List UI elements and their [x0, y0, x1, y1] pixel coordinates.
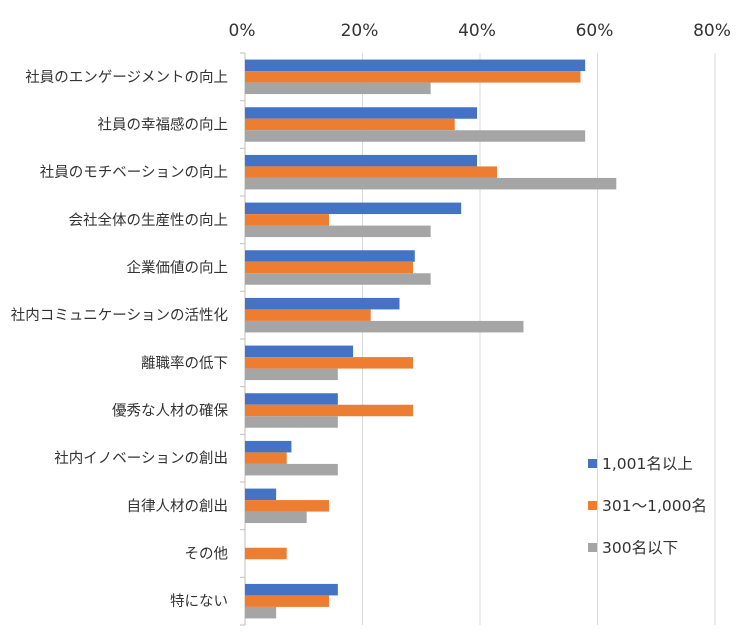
bar-1001-plus: [245, 154, 478, 167]
bar-1001-plus: [245, 250, 415, 262]
category-label: その他: [185, 546, 229, 563]
bar-301-1000: [245, 166, 498, 178]
bar-1001-plus: [245, 297, 400, 310]
bar-300-or-less: [245, 416, 338, 428]
category-label: 社員の幸福感の向上: [98, 117, 229, 134]
bar-1001-plus: [245, 583, 338, 596]
bar-300-or-less: [245, 511, 307, 524]
bar-300-or-less: [245, 463, 338, 476]
bar-300-or-less: [245, 225, 431, 238]
bar-301-1000: [245, 357, 414, 369]
bar-301-1000: [245, 309, 371, 321]
category-label: 離職率の低下: [141, 354, 228, 372]
legend-swatch: [588, 459, 597, 468]
bar-301-1000: [245, 547, 287, 560]
bar-300-or-less: [245, 368, 338, 381]
bar-300-or-less: [245, 130, 586, 142]
category-label: 社内イノベーションの創出: [54, 450, 228, 467]
legend-label: 301～1,000名: [602, 497, 707, 515]
category-label: 優秀な人材の確保: [112, 403, 228, 420]
legend-label: 300名以下: [602, 539, 678, 557]
bar-300-or-less: [245, 273, 431, 285]
bar-300-or-less: [245, 82, 431, 95]
bar-300-or-less: [245, 606, 277, 619]
bar-1001-plus: [245, 202, 462, 215]
category-label: 社員のモチベーションの向上: [40, 164, 228, 181]
bar-1001-plus: [245, 59, 586, 72]
bar-301-1000: [245, 214, 330, 226]
x-tick-label: 80%: [693, 21, 731, 41]
bar-301-1000: [245, 595, 330, 607]
legend-swatch: [588, 501, 597, 510]
bar-301-1000: [245, 500, 330, 512]
bar-301-1000: [245, 71, 581, 83]
bar-301-1000: [245, 118, 455, 131]
bar-1001-plus: [245, 345, 354, 358]
bar-300-or-less: [245, 320, 524, 333]
bar-1001-plus: [245, 440, 292, 453]
category-label: 会社全体の生産性の向上: [69, 211, 229, 229]
legend-label: 1,001名以上: [602, 455, 693, 473]
category-label: 社員のエンゲージメントの向上: [25, 69, 228, 86]
x-tick-label: 40%: [458, 21, 496, 41]
bar-301-1000: [245, 261, 414, 274]
category-label: 自律人材の創出: [127, 498, 229, 515]
x-tick-label: 20%: [341, 21, 379, 41]
bar-1001-plus: [245, 107, 478, 119]
x-tick-label: 0%: [229, 21, 256, 41]
legend-swatch: [588, 543, 597, 552]
category-label: 企業価値の向上: [127, 259, 229, 277]
bar-301-1000: [245, 452, 287, 464]
bar-1001-plus: [245, 488, 277, 501]
bar-1001-plus: [245, 393, 338, 405]
bar-301-1000: [245, 404, 414, 417]
x-tick-label: 60%: [576, 21, 614, 41]
category-label: 特にない: [170, 593, 228, 610]
bar-300-or-less: [245, 177, 617, 190]
category-label: 社内コミュニケーションの活性化: [11, 307, 228, 324]
